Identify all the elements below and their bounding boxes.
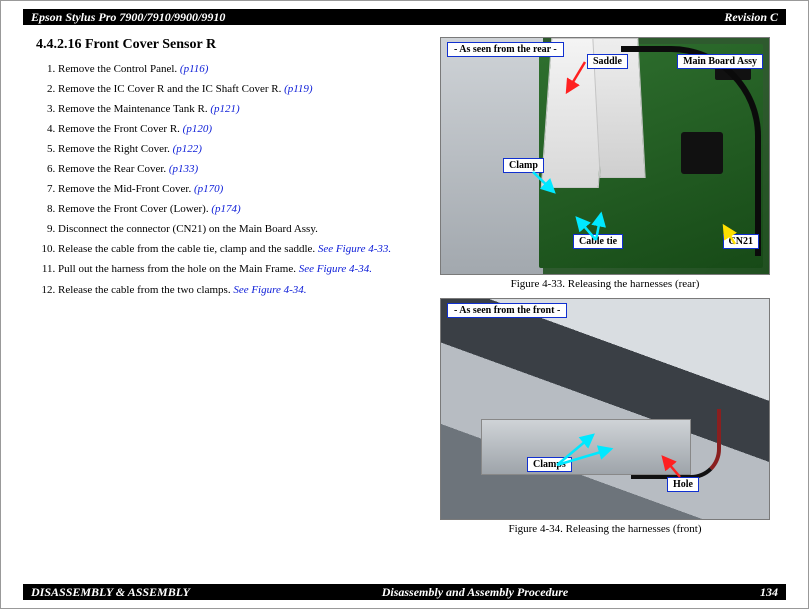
step-link[interactable]: (p116)	[180, 63, 209, 75]
step-link[interactable]: (p170)	[194, 183, 223, 195]
footer-bar: DISASSEMBLY & ASSEMBLY Disassembly and A…	[23, 584, 786, 600]
figure-4-33-caption: Figure 4-33. Releasing the harnesses (re…	[511, 278, 700, 290]
footer-center: Disassembly and Assembly Procedure	[382, 585, 569, 600]
label-main-board: Main Board Assy	[677, 54, 763, 69]
fig33-metal-frame	[441, 38, 543, 274]
step-item: Remove the Front Cover R. (p120)	[58, 121, 406, 138]
content-area: 4.4.2.16 Front Cover Sensor R Remove the…	[36, 37, 786, 578]
step-item: Release the cable from the cable tie, cl…	[58, 241, 406, 258]
step-item: Remove the IC Cover R and the IC Shaft C…	[58, 81, 406, 98]
step-item: Pull out the harness from the hole on th…	[58, 261, 406, 278]
right-column: - As seen from the rear - Saddle Main Bo…	[424, 37, 786, 578]
section-title: 4.4.2.16 Front Cover Sensor R	[36, 37, 406, 53]
fig33-black-cable	[621, 46, 761, 256]
step-text: Remove the Rear Cover.	[58, 163, 169, 175]
step-text: Release the cable from the cable tie, cl…	[58, 243, 318, 255]
label-cn21: CN21	[723, 234, 759, 249]
step-text: Remove the Maintenance Tank R.	[58, 103, 210, 115]
footer-left: DISASSEMBLY & ASSEMBLY	[31, 585, 190, 600]
step-item: Remove the Control Panel. (p116)	[58, 61, 406, 78]
step-text: Remove the Control Panel.	[58, 63, 180, 75]
step-link[interactable]: (p133)	[169, 163, 198, 175]
step-link[interactable]: (p121)	[210, 103, 239, 115]
step-link[interactable]: See Figure 4-33.	[318, 243, 391, 255]
figure-4-34: - As seen from the front - Clamps Hole F…	[424, 298, 786, 535]
label-saddle: Saddle	[587, 54, 628, 69]
step-link[interactable]: (p119)	[284, 83, 313, 95]
step-text: Pull out the harness from the hole on th…	[58, 263, 299, 275]
step-link[interactable]: See Figure 4-34.	[233, 284, 306, 296]
figure-4-34-caption: Figure 4-34. Releasing the harnesses (fr…	[508, 523, 701, 535]
label-hole: Hole	[667, 477, 699, 492]
figure-4-33-flag: - As seen from the rear -	[447, 42, 564, 57]
step-link[interactable]: (p174)	[211, 203, 240, 215]
step-item: Remove the Rear Cover. (p133)	[58, 161, 406, 178]
figure-4-33: - As seen from the rear - Saddle Main Bo…	[424, 37, 786, 290]
figure-4-34-image: - As seen from the front - Clamps Hole	[440, 298, 770, 520]
step-item: Remove the Front Cover (Lower). (p174)	[58, 201, 406, 218]
label-clamp: Clamp	[503, 158, 544, 173]
step-text: Disconnect the connector (CN21) on the M…	[58, 223, 318, 235]
fig34-wires	[631, 409, 721, 479]
step-list: Remove the Control Panel. (p116)Remove t…	[36, 61, 406, 299]
step-link[interactable]: (p120)	[183, 123, 212, 135]
step-text: Remove the Front Cover R.	[58, 123, 183, 135]
left-column: 4.4.2.16 Front Cover Sensor R Remove the…	[36, 37, 406, 578]
step-link[interactable]: See Figure 4-34.	[299, 263, 372, 275]
step-link[interactable]: (p122)	[173, 143, 202, 155]
step-item: Release the cable from the two clamps. S…	[58, 282, 406, 299]
footer-right: 134	[760, 585, 778, 600]
step-text: Remove the Right Cover.	[58, 143, 173, 155]
label-cable-tie: Cable tie	[573, 234, 623, 249]
step-text: Release the cable from the two clamps.	[58, 284, 233, 296]
header-left: Epson Stylus Pro 7900/7910/9900/9910	[31, 10, 225, 25]
label-clamps: Clamps	[527, 457, 572, 472]
figure-4-34-flag: - As seen from the front -	[447, 303, 567, 318]
step-text: Remove the Front Cover (Lower).	[58, 203, 211, 215]
step-text: Remove the IC Cover R and the IC Shaft C…	[58, 83, 284, 95]
page: Epson Stylus Pro 7900/7910/9900/9910 Rev…	[1, 1, 808, 608]
step-item: Remove the Maintenance Tank R. (p121)	[58, 101, 406, 118]
figure-4-33-image: - As seen from the rear - Saddle Main Bo…	[440, 37, 770, 275]
step-item: Remove the Right Cover. (p122)	[58, 141, 406, 158]
header-bar: Epson Stylus Pro 7900/7910/9900/9910 Rev…	[23, 9, 786, 25]
step-text: Remove the Mid-Front Cover.	[58, 183, 194, 195]
step-item: Remove the Mid-Front Cover. (p170)	[58, 181, 406, 198]
header-right: Revision C	[724, 10, 778, 25]
step-item: Disconnect the connector (CN21) on the M…	[58, 221, 406, 238]
